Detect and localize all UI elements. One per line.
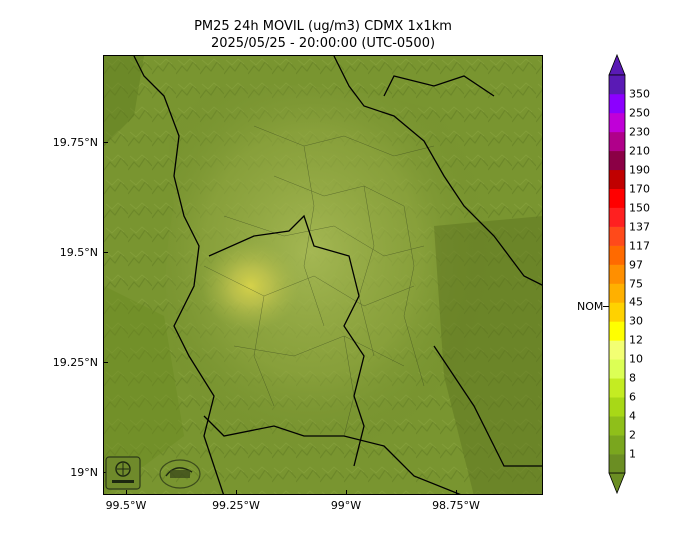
colorbar-level-label: 230 (629, 125, 650, 139)
title-line-1: PM25 24h MOVIL (ug/m3) CDMX 1x1km (194, 19, 452, 34)
colorbar-level-label: 350 (629, 87, 650, 101)
x-tick-mark (456, 490, 457, 495)
x-tick-mark (236, 490, 237, 495)
colorbar-segment (609, 302, 625, 322)
x-tick-mark (346, 490, 347, 495)
colorbar-level-label: 97 (629, 258, 643, 271)
colorbar-segment (609, 150, 625, 171)
colorbar-segment (609, 397, 625, 417)
y-tick-mark (103, 362, 108, 363)
colorbar-level-label: 75 (629, 277, 643, 290)
pollution-hotspot (199, 221, 339, 351)
colorbar-level-label: 8 (629, 371, 636, 385)
colorbar-arrow-min (608, 472, 626, 495)
colorbar (608, 53, 626, 495)
secondary-agency-logo (159, 459, 201, 489)
colorbar-segment (609, 188, 625, 208)
dark-terrain-west (104, 286, 184, 494)
x-tick-label-98-75: 98.75°W (432, 499, 480, 512)
colorbar-segment (609, 454, 625, 474)
colorbar-level-label: 12 (629, 333, 643, 347)
colorbar-level-label: 4 (629, 409, 636, 423)
colorbar-level-label: 6 (629, 390, 636, 404)
map-panel (103, 55, 543, 495)
colorbar-level-label: 137 (629, 220, 650, 234)
x-tick-label-99: 99°W (330, 499, 362, 512)
colorbar-segment (609, 131, 625, 152)
colorbar-segment (609, 93, 625, 114)
colorbar-level-label: 170 (629, 182, 650, 196)
colorbar-level-label: 1 (629, 447, 636, 461)
y-tick-label-19-25: 19.25°N (52, 356, 98, 369)
colorbar-segment (609, 226, 625, 246)
colorbar-level-label: 45 (629, 295, 643, 309)
y-tick-label-19: 19°N (70, 466, 98, 479)
nom-label: NOM (577, 300, 604, 313)
colorbar-segment (609, 378, 625, 398)
colorbar-level-label: 210 (629, 144, 650, 158)
colorbar-segment (609, 169, 625, 190)
colorbar-segment (609, 207, 625, 227)
colorbar-segment (609, 245, 625, 265)
x-tick-label-99-25: 99.25°W (212, 499, 260, 512)
colorbar-segment (609, 283, 625, 303)
colorbar-segment (609, 264, 625, 284)
colorbar-segment (609, 340, 625, 360)
colorbar-level-label: 150 (629, 201, 650, 215)
colorbar-level-label: 250 (629, 106, 650, 120)
y-tick-label-19-5: 19.5°N (59, 246, 98, 259)
colorbar-level-label: 2 (629, 428, 636, 442)
colorbar-level-label: 30 (629, 314, 643, 328)
map-canvas (104, 56, 542, 494)
colorbar-segment (609, 75, 625, 95)
colorbar-segment (609, 416, 625, 436)
dark-terrain-east (434, 216, 542, 494)
colorbar-segment (609, 359, 625, 379)
x-tick-mark (126, 490, 127, 495)
x-tick-label-99-5: 99.5°W (105, 499, 147, 512)
state-boundaries (133, 56, 542, 494)
nom-tick-mark (603, 306, 609, 307)
colorbar-level-label: 190 (629, 163, 650, 177)
colorbar-segment (609, 321, 625, 341)
sedema-logo (105, 456, 141, 490)
dark-terrain-nw (104, 56, 144, 146)
y-tick-mark (103, 142, 108, 143)
colorbar-frame (608, 74, 626, 474)
colorbar-level-label: 10 (629, 352, 643, 366)
y-tick-mark (103, 252, 108, 253)
colorbar-segment (609, 435, 625, 455)
y-tick-label-19-75: 19.75°N (52, 136, 98, 149)
colorbar-level-label: 117 (629, 239, 650, 253)
title-line-2: 2025/05/25 - 20:00:00 (UTC-0500) (210, 36, 436, 51)
colorbar-segment (609, 112, 625, 133)
colorbar-arrow-max (608, 53, 626, 76)
chart-title: PM25 24h MOVIL (ug/m3) CDMX 1x1km 2025/0… (103, 18, 543, 52)
